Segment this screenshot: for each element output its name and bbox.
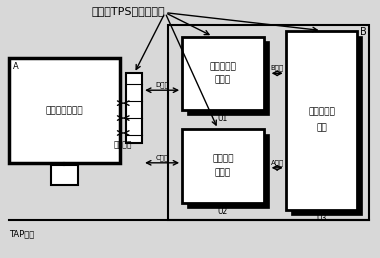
Bar <box>9 58 120 163</box>
Bar <box>182 129 264 203</box>
Text: U3: U3 <box>316 214 327 223</box>
Text: B: B <box>359 27 366 37</box>
Text: 片藏: 片藏 <box>316 124 327 133</box>
Bar <box>187 134 269 208</box>
Text: 芯片藏: 芯片藏 <box>215 168 231 177</box>
Text: TAP信号: TAP信号 <box>9 229 34 238</box>
Text: 边界扫描扩展卡: 边界扫描扩展卡 <box>46 106 83 115</box>
Text: 测试通道: 测试通道 <box>114 140 133 149</box>
Text: 边界扫描: 边界扫描 <box>212 154 234 163</box>
Bar <box>291 36 363 215</box>
Text: 非边界扫描: 非边界扫描 <box>209 62 236 71</box>
Bar <box>182 36 264 110</box>
Text: D网络: D网络 <box>155 82 169 88</box>
Text: A: A <box>13 62 18 71</box>
Text: 芯片藏: 芯片藏 <box>215 76 231 85</box>
Bar <box>187 42 269 115</box>
Text: B网络: B网络 <box>271 65 284 71</box>
Bar <box>126 73 142 143</box>
Bar <box>51 165 78 185</box>
Text: U2: U2 <box>218 207 228 216</box>
Bar <box>286 30 357 209</box>
Text: U1: U1 <box>218 114 228 123</box>
Text: 扩展的TPS测试覆盖率: 扩展的TPS测试覆盖率 <box>92 6 165 16</box>
Text: 混合扫描芯: 混合扫描芯 <box>308 108 335 117</box>
Text: C网络: C网络 <box>155 154 169 161</box>
Text: A网络: A网络 <box>271 159 284 166</box>
Bar <box>168 25 369 220</box>
